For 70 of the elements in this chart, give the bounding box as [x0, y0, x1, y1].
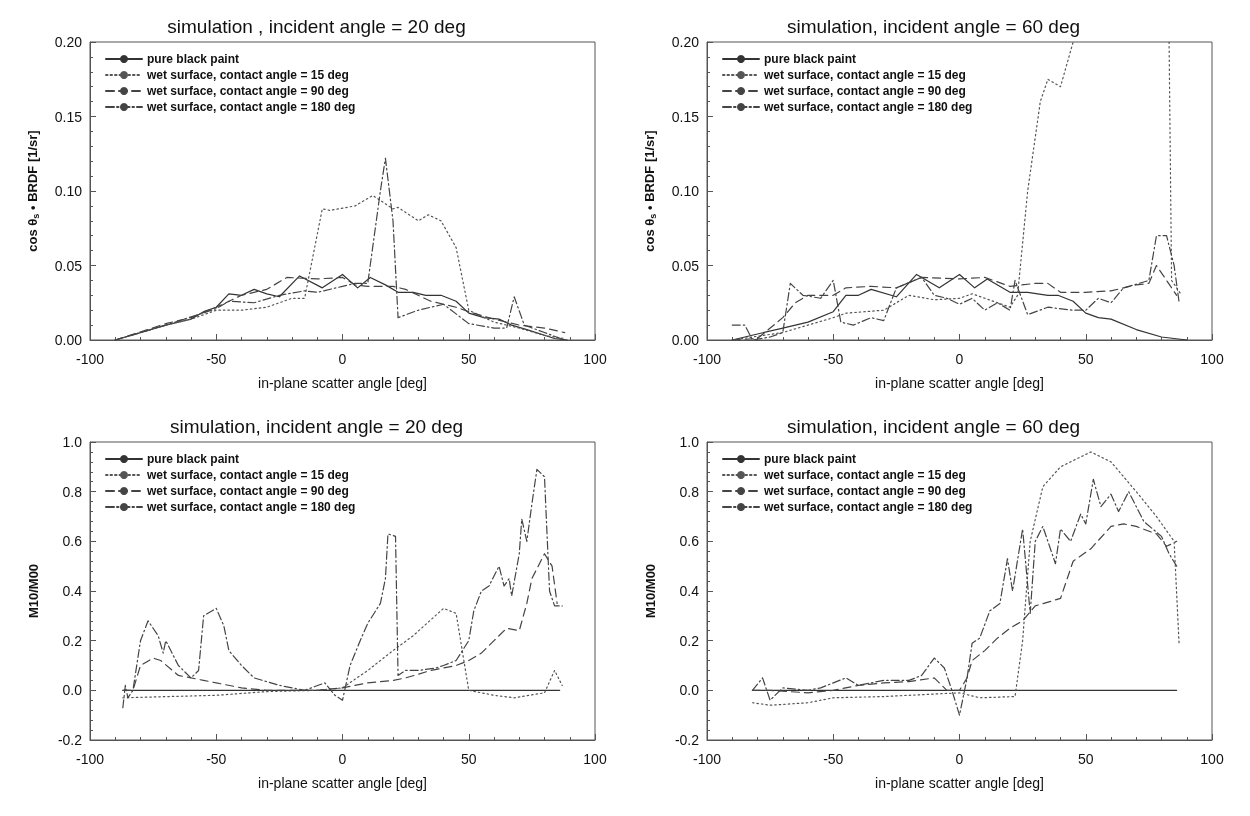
y-tick-label: 0.15: [54, 108, 83, 125]
y-tick-label: 0.0: [62, 682, 83, 699]
x-axis-title: in-plane scatter angle [deg]: [258, 375, 427, 391]
x-tick-label: 100: [583, 751, 607, 767]
x-tick-label: -50: [206, 351, 227, 367]
legend-label: wet surface, contact angle = 15 deg: [146, 68, 349, 82]
legend-label: wet surface, contact angle = 90 deg: [763, 484, 966, 498]
legend-label: wet surface, contact angle = 180 deg: [146, 100, 356, 114]
x-tick-label: 100: [583, 351, 607, 367]
legend-label: pure black paint: [764, 52, 857, 66]
x-tick-label: -100: [75, 751, 105, 767]
chart-title: simulation, incident angle = 60 deg: [786, 16, 1081, 37]
y-tick-label: 0.4: [62, 583, 83, 599]
y-tick-label: 0.15: [671, 108, 700, 125]
y-tick-label: 0.00: [54, 332, 83, 348]
x-tick-label: -50: [823, 751, 844, 767]
legend-label: pure black paint: [147, 452, 240, 466]
x-tick-label: -100: [75, 351, 105, 367]
legend-label: wet surface, contact angle = 15 deg: [763, 468, 966, 482]
y-axis-title: M10/M00: [26, 563, 41, 619]
y-tick-label: 0.2: [62, 632, 83, 649]
x-tick-label: -50: [823, 351, 844, 367]
y-tick-label: 1.0: [679, 434, 700, 450]
y-tick-label: 0.05: [671, 257, 700, 274]
y-tick-label: 0.20: [54, 34, 83, 50]
legend-label: wet surface, contact angle = 90 deg: [146, 484, 349, 498]
y-tick-label: 0.00: [671, 332, 700, 348]
chart-title: simulation, incident angle = 20 deg: [169, 416, 464, 437]
x-tick-label: 100: [1200, 351, 1224, 367]
chart-title: simulation , incident angle = 20 deg: [167, 16, 466, 37]
legend-label: wet surface, contact angle = 90 deg: [763, 84, 966, 98]
x-tick-label: -100: [692, 351, 722, 367]
x-tick-label: 0: [955, 751, 964, 767]
y-tick-label: -0.2: [57, 732, 83, 748]
y-tick-label: -0.2: [674, 732, 700, 748]
legend-label: wet surface, contact angle = 15 deg: [763, 68, 966, 82]
legend-label: pure black paint: [147, 52, 240, 66]
chart-title: simulation, incident angle = 60 deg: [786, 416, 1081, 437]
x-tick-label: 50: [460, 751, 477, 767]
y-tick-label: 0.10: [671, 183, 700, 199]
x-tick-label: 0: [955, 351, 964, 367]
y-tick-label: 0.2: [679, 632, 700, 649]
x-axis-title: in-plane scatter angle [deg]: [875, 375, 1044, 391]
x-tick-label: -100: [692, 751, 722, 767]
y-tick-label: 0.20: [671, 34, 700, 50]
legend-label: pure black paint: [764, 452, 857, 466]
y-tick-label: 1.0: [62, 434, 83, 450]
y-tick-label: 0.4: [679, 583, 700, 599]
y-tick-label: 0.8: [62, 483, 83, 500]
y-tick-label: 0.05: [54, 257, 83, 274]
y-tick-label: 0.10: [54, 183, 83, 199]
x-tick-label: 50: [1077, 351, 1094, 367]
x-axis-title: in-plane scatter angle [deg]: [258, 775, 427, 791]
legend-label: wet surface, contact angle = 90 deg: [146, 84, 349, 98]
x-tick-label: 50: [460, 351, 477, 367]
y-tick-label: 0.8: [679, 483, 700, 500]
legend-label: wet surface, contact angle = 15 deg: [146, 468, 349, 482]
legend-label: wet surface, contact angle = 180 deg: [763, 100, 973, 114]
x-tick-label: 0: [338, 751, 347, 767]
x-tick-label: 100: [1200, 751, 1224, 767]
y-tick-label: 0.6: [679, 533, 700, 550]
x-tick-label: 0: [338, 351, 347, 367]
y-tick-label: 0.6: [62, 533, 83, 550]
x-axis-title: in-plane scatter angle [deg]: [875, 775, 1044, 791]
legend-label: wet surface, contact angle = 180 deg: [763, 500, 973, 514]
x-tick-label: -50: [206, 751, 227, 767]
legend-label: wet surface, contact angle = 180 deg: [146, 500, 356, 514]
x-tick-label: 50: [1077, 751, 1094, 767]
y-tick-label: 0.0: [679, 682, 700, 699]
y-axis-title: M10/M00: [643, 563, 658, 619]
